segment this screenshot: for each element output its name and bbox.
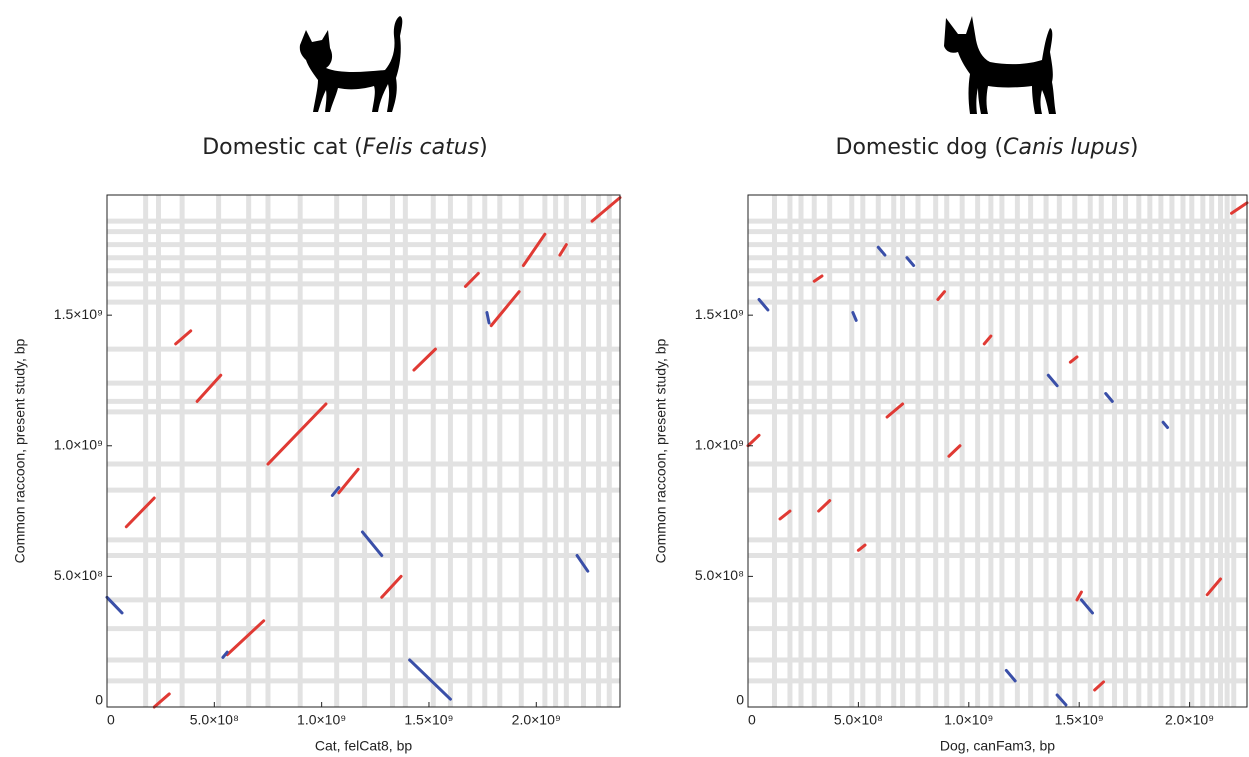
title-part: Felis catus bbox=[363, 135, 479, 160]
x-tick-label: 2.0×10⁹ bbox=[512, 712, 561, 728]
y-tick-label: 5.0×10⁸ bbox=[54, 567, 103, 583]
dog-silhouette bbox=[944, 16, 1056, 114]
y-tick-label: 1.5×10⁹ bbox=[54, 306, 103, 322]
y-axis-label: Common raccoon, present study, bp bbox=[653, 338, 669, 563]
alignment-segment bbox=[360, 530, 384, 557]
plot-frame bbox=[747, 194, 1248, 708]
alignment-segment bbox=[905, 256, 916, 268]
alignment-segment bbox=[337, 467, 360, 495]
alignment-segment bbox=[1093, 680, 1105, 692]
y-tick-label: 1.5×10⁹ bbox=[695, 306, 744, 322]
alignment-segment bbox=[489, 290, 521, 328]
alignment-segment bbox=[590, 196, 622, 223]
alignment-segment bbox=[266, 402, 328, 466]
alignment-segment bbox=[876, 245, 887, 257]
alignment-segment bbox=[982, 334, 993, 346]
y-axis-label: Common raccoon, present study, bp bbox=[12, 338, 28, 563]
x-tick-label: 1.0×10⁹ bbox=[944, 712, 993, 728]
alignment-segment bbox=[521, 232, 547, 268]
alignment-segment bbox=[330, 486, 341, 497]
alignment-segment bbox=[851, 311, 858, 322]
alignment-segment bbox=[1055, 693, 1068, 707]
title-part: Domestic cat ( bbox=[202, 135, 362, 160]
x-axis-label: Dog, canFam3, bp bbox=[940, 738, 1055, 754]
alignment-segment bbox=[124, 496, 156, 529]
alignment-segment bbox=[1046, 373, 1059, 388]
alignment-segment bbox=[575, 553, 590, 573]
alignment-segment bbox=[936, 290, 947, 301]
title-part: Canis lupus bbox=[1003, 135, 1130, 160]
alignment-segment bbox=[1068, 355, 1079, 364]
alignment-segment bbox=[463, 271, 480, 288]
alignment-segment bbox=[558, 243, 568, 257]
cat-silhouette bbox=[299, 16, 403, 112]
alignment-segment bbox=[408, 658, 452, 701]
alignment-segment bbox=[1205, 577, 1223, 597]
alignment-segment bbox=[174, 329, 193, 346]
y-tick-label: 1.0×10⁹ bbox=[54, 436, 103, 452]
title-part: Domestic dog ( bbox=[836, 135, 1004, 160]
x-tick-label: 2.0×10⁹ bbox=[1165, 712, 1214, 728]
alignment-segment bbox=[1161, 420, 1170, 429]
alignment-segment bbox=[746, 433, 761, 448]
x-tick-label: 0 bbox=[107, 712, 115, 728]
y-tick-label: 5.0×10⁸ bbox=[695, 567, 744, 583]
alignment-segment bbox=[485, 311, 491, 325]
alignment-segment bbox=[1079, 598, 1094, 615]
alignment-segment bbox=[152, 692, 171, 709]
chart-title: Domestic dog (Canis lupus) bbox=[836, 135, 1139, 160]
chart-title: Domestic cat (Felis catus) bbox=[202, 135, 488, 160]
alignment-segment bbox=[1104, 392, 1114, 403]
x-tick-label: 0 bbox=[748, 712, 756, 728]
alignment-segment bbox=[195, 373, 223, 403]
x-tick-label: 1.0×10⁹ bbox=[297, 712, 346, 728]
alignment-segment bbox=[778, 509, 792, 521]
alignment-segment bbox=[225, 619, 266, 657]
alignment-segment bbox=[817, 499, 832, 513]
x-axis-label: Cat, felCat8, bp bbox=[315, 738, 412, 754]
plot-frame bbox=[106, 194, 621, 708]
alignment-segment bbox=[812, 274, 824, 283]
alignment-segment bbox=[105, 595, 124, 615]
x-tick-label: 1.5×10⁹ bbox=[404, 712, 453, 728]
alignment-segment bbox=[757, 297, 770, 312]
alignment-segment bbox=[1075, 590, 1083, 602]
alignment-segment bbox=[412, 347, 437, 372]
alignment-segment bbox=[380, 574, 403, 599]
title-part: ) bbox=[1130, 135, 1139, 160]
title-part: ) bbox=[479, 135, 488, 160]
alignment-segment bbox=[885, 402, 905, 419]
alignment-segment bbox=[947, 444, 962, 458]
x-tick-label: 5.0×10⁸ bbox=[190, 712, 239, 728]
alignment-segment bbox=[221, 650, 229, 659]
alignment-segment bbox=[856, 543, 867, 552]
alignment-segment bbox=[1004, 668, 1017, 683]
y-tick-label: 0 bbox=[736, 692, 744, 708]
y-tick-label: 1.0×10⁹ bbox=[695, 436, 744, 452]
x-tick-label: 5.0×10⁸ bbox=[834, 712, 883, 728]
alignment-segment bbox=[1230, 201, 1249, 215]
y-tick-label: 0 bbox=[95, 692, 103, 708]
x-tick-label: 1.5×10⁹ bbox=[1055, 712, 1104, 728]
